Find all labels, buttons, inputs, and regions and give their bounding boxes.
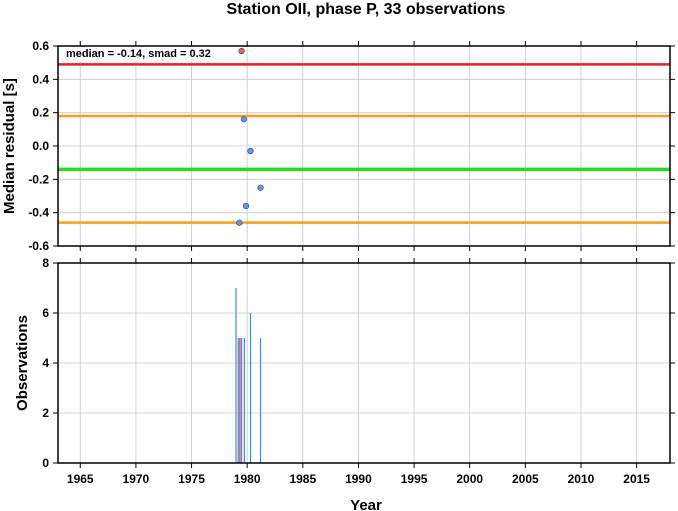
residual-y-tick-label: 0.0 — [32, 139, 49, 153]
observations-x-tick-label: 1990 — [345, 472, 372, 486]
stats-annotation: median = -0.14, smad = 0.32 — [66, 48, 211, 60]
observations-x-tick-label: 1965 — [67, 472, 94, 486]
observations-y-tick-label: 4 — [42, 356, 49, 370]
observations-x-tick-label: 2010 — [568, 472, 595, 486]
x-axis-label: Year — [350, 497, 382, 511]
residual-y-tick-label: -0.6 — [28, 239, 49, 253]
observation-bar — [241, 338, 243, 463]
observations-y-tick-label: 6 — [42, 306, 49, 320]
residual-point — [257, 184, 264, 191]
observations-x-tick-label: 1975 — [178, 472, 205, 486]
residual-x-ticks — [79, 41, 638, 251]
observations-plot: 1965 1970 1975 1980 1985 1990 1995 2000 2005 2010… — [14, 256, 675, 511]
observations-x-ticks: 1965 1970 1975 1980 1985 1990 1995 2000 2005 2010… — [67, 258, 650, 486]
residual-point — [240, 116, 247, 123]
stats-annotation-box — [59, 47, 229, 61]
residual-point — [242, 202, 250, 210]
observations-x-tick-label: 2015 — [623, 472, 650, 486]
residual-y-tick-label: 0.6 — [32, 39, 49, 53]
observations-x-tick-label: 1995 — [401, 472, 428, 486]
observations-x-tick-label: 2005 — [512, 472, 539, 486]
residual-y-ticks: -0.6 -0.4 -0.2 0.0 0.2 0.4 0.6 — [28, 39, 675, 253]
observations-y-tick-label: 8 — [42, 256, 49, 270]
observations-x-tick-label: 2000 — [456, 472, 483, 486]
observations-y-ticks: 0 2 4 6 8 — [42, 256, 675, 470]
observation-bar — [239, 338, 241, 463]
residual-y-axis-label: Median residual [s] — [1, 78, 18, 214]
residual-y-tick-label: 0.4 — [32, 72, 49, 86]
observation-bar — [249, 313, 252, 463]
observation-bar — [235, 288, 237, 463]
residual-y-tick-label: -0.4 — [28, 206, 49, 220]
observations-x-tick-label: 1980 — [234, 472, 261, 486]
observation-bar — [243, 338, 245, 463]
observations-x-tick-label: 1970 — [123, 472, 150, 486]
residual-y-tick-label: -0.2 — [28, 172, 49, 186]
residual-reference-lines — [58, 63, 670, 224]
residual-point — [236, 219, 243, 226]
observation-bar — [259, 338, 262, 463]
residual-point — [238, 47, 245, 55]
residual-plot: -0.6 -0.4 -0.2 0.0 0.2 0.4 0.6 median = -0.14,… — [1, 39, 675, 253]
observations-y-tick-label: 2 — [42, 406, 49, 420]
residual-points — [236, 47, 264, 226]
chart-title: Station OII, phase P, 33 observations — [227, 1, 506, 18]
residual-y-tick-label: 0.2 — [32, 106, 49, 120]
observations-bars — [235, 288, 262, 463]
observations-y-tick-label: 0 — [42, 456, 49, 470]
observations-x-tick-label: 1985 — [289, 472, 316, 486]
residual-point — [247, 147, 254, 155]
observation-bar — [237, 338, 239, 463]
observations-y-axis-label: Observations — [14, 315, 31, 411]
